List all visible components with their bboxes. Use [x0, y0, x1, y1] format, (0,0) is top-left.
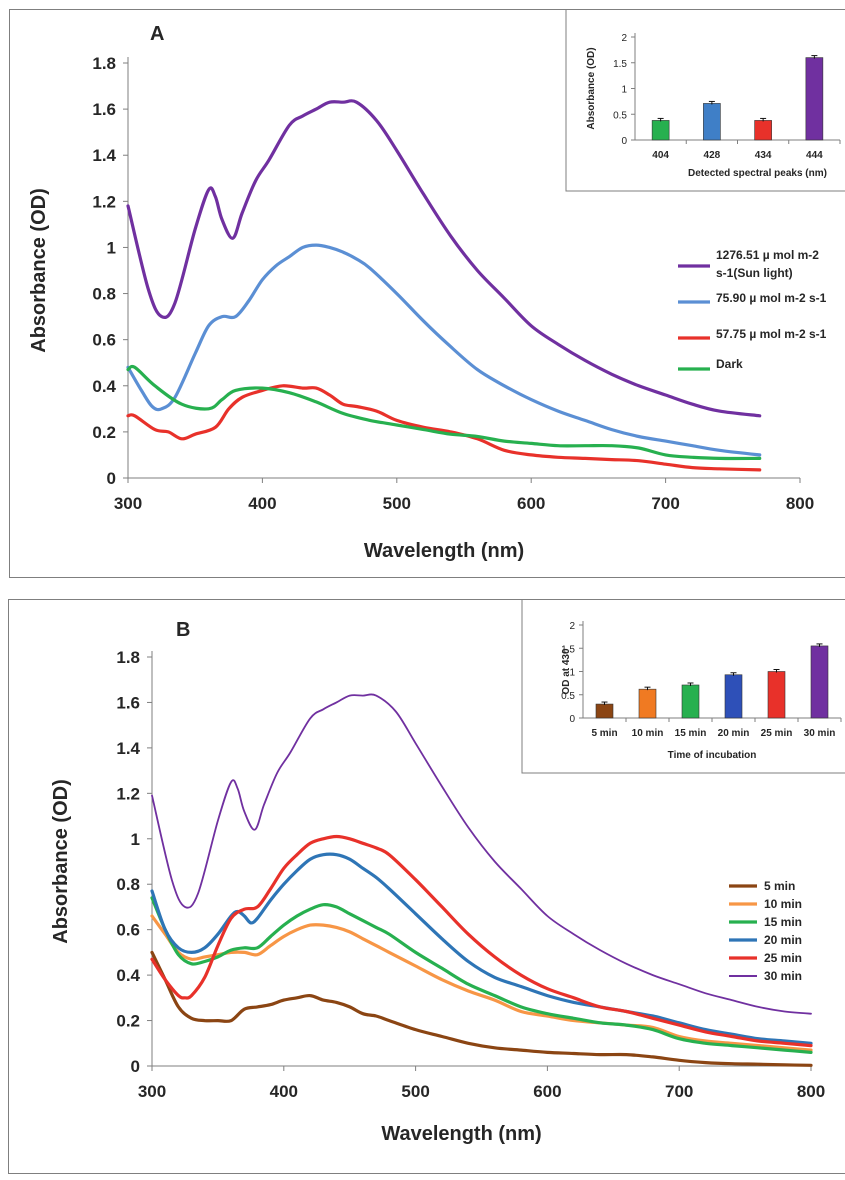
y-tick-label: 0 — [131, 1057, 140, 1076]
legend-label: 5 min — [764, 879, 795, 893]
inset-y-tick-label: 1 — [621, 85, 627, 96]
inset-y-tick-label: 2 — [569, 621, 575, 632]
inset-y-axis-title: OD at 430 — [561, 648, 572, 695]
legend-label: 20 min — [764, 933, 802, 947]
inset-x-tick-label: 15 min — [675, 728, 707, 739]
y-tick-label: 1.2 — [116, 784, 140, 803]
x-tick-label: 600 — [533, 1082, 561, 1101]
x-tick-label: 700 — [665, 1082, 693, 1101]
inset-y-axis-title: Absorbance (OD) — [586, 47, 597, 129]
inset-y-tick-label: 2 — [621, 33, 627, 44]
y-tick-label: 1 — [131, 830, 140, 849]
inset-bar-20-min — [724, 674, 743, 719]
inset-y-tick-label: 0.5 — [613, 110, 627, 121]
legend-label: 30 min — [764, 969, 802, 983]
inset-bar-10-min — [638, 688, 657, 719]
x-tick-label: 600 — [517, 494, 545, 513]
inset-bar-428 — [703, 103, 721, 141]
inset-bar-25-min — [767, 671, 786, 719]
series-line-75-90-mol-m-2-s-1 — [126, 243, 762, 457]
inset-bar-434 — [754, 120, 772, 141]
inset-x-tick-label: 428 — [704, 150, 721, 161]
inset-x-tick-label: 10 min — [632, 728, 664, 739]
panel-b-chart: B 0 0.2 0.4 0.6 0.8 1 1.2 1.4 1.6 1.8 300 400 500 600 7… — [50, 600, 845, 1145]
inset-bar-15-min — [681, 684, 700, 719]
legend-label: 15 min — [764, 915, 802, 929]
inset-x-tick-label: 25 min — [761, 728, 793, 739]
inset-frame — [565, 10, 845, 192]
inset-y-tick-label: 1.5 — [561, 644, 575, 655]
inset-bar-5-min — [595, 703, 614, 719]
series-line-15-min — [150, 896, 813, 1054]
x-tick-label: 800 — [797, 1082, 825, 1101]
y-tick-label: 1.6 — [116, 693, 140, 712]
y-tick-label: 0.8 — [116, 875, 140, 894]
y-tick-label: 0 — [107, 469, 116, 488]
inset-x-axis-title: Detected spectral peaks (nm) — [688, 168, 827, 179]
x-tick-label: 700 — [651, 494, 679, 513]
y-tick-label: 1.2 — [92, 192, 116, 211]
y-axis-title: Absorbance (OD) — [50, 779, 72, 943]
x-axis-title: Wavelength (nm) — [364, 540, 524, 562]
inset-x-tick-label: 434 — [755, 150, 772, 161]
panel-a: A 0 0.2 0.4 0.6 0.8 1 1.2 1.4 1.6 1.8 300 400 500 600 7… — [9, 9, 845, 578]
x-tick-label: 400 — [270, 1082, 298, 1101]
y-tick-label: 0.8 — [92, 285, 116, 304]
y-tick-label: 1.8 — [116, 648, 140, 667]
y-tick-label: 0.4 — [92, 377, 116, 396]
inset-x-tick-label: 404 — [652, 150, 669, 161]
series-line-25-min — [150, 834, 813, 1048]
legend-label: 25 min — [764, 951, 802, 965]
inset-y-tick-label: 0 — [569, 714, 575, 725]
y-tick-label: 0.2 — [92, 423, 116, 442]
legend-label: 1276.51 µ mol m-2 — [716, 248, 819, 262]
legend-label: Dark — [716, 357, 743, 371]
series-line-30-min — [151, 693, 812, 1015]
series-line-57-75-mol-m-2-s-1 — [126, 384, 762, 472]
x-tick-label: 800 — [786, 494, 814, 513]
inset-bar-30-min — [810, 645, 829, 719]
x-tick-label: 400 — [248, 494, 276, 513]
x-axis-title: Wavelength (nm) — [381, 1123, 541, 1145]
legend-label: 10 min — [764, 897, 802, 911]
inset-y-tick-label: 1.5 — [613, 59, 627, 70]
inset-y-tick-label: 0.5 — [561, 691, 575, 702]
panel-label: A — [150, 23, 164, 45]
x-tick-label: 300 — [114, 494, 142, 513]
inset-x-tick-label: 30 min — [804, 728, 836, 739]
inset-x-axis-title: Time of incubation — [668, 750, 757, 761]
series-line-1276-51-mol-m-2-s-1-sun-light- — [126, 99, 762, 418]
y-tick-label: 1.4 — [92, 146, 116, 165]
legend-label: 75.90 µ mol m-2 s-1 — [716, 291, 827, 305]
panel-label: B — [176, 619, 190, 641]
y-tick-label: 0.2 — [116, 1012, 140, 1031]
panel-b: B 0 0.2 0.4 0.6 0.8 1 1.2 1.4 1.6 1.8 300 400 500 600 7… — [8, 599, 845, 1174]
y-tick-label: 0.4 — [116, 966, 140, 985]
inset-bar-444 — [805, 57, 824, 141]
legend-label: 57.75 µ mol m-2 s-1 — [716, 327, 827, 341]
x-tick-label: 500 — [401, 1082, 429, 1101]
y-tick-label: 0.6 — [116, 921, 140, 940]
y-tick-label: 1.4 — [116, 739, 140, 758]
series-line-dark — [126, 364, 762, 461]
x-tick-label: 300 — [138, 1082, 166, 1101]
y-tick-label: 1 — [107, 238, 116, 257]
inset-y-tick-label: 1 — [569, 668, 575, 679]
x-tick-label: 500 — [383, 494, 411, 513]
inset-bar-404 — [651, 120, 670, 141]
inset-x-tick-label: 5 min — [591, 728, 617, 739]
inset-y-tick-label: 0 — [621, 136, 627, 147]
panel-a-chart: A 0 0.2 0.4 0.6 0.8 1 1.2 1.4 1.6 1.8 300 400 500 600 7… — [28, 10, 845, 562]
y-axis-title: Absorbance (OD) — [28, 188, 50, 352]
inset-x-tick-label: 20 min — [718, 728, 750, 739]
inset-x-tick-label: 444 — [806, 150, 823, 161]
series-line-5-min — [150, 950, 813, 1067]
y-tick-label: 1.8 — [92, 54, 116, 73]
y-tick-label: 1.6 — [92, 100, 116, 119]
y-tick-label: 0.6 — [92, 331, 116, 350]
legend-label: s-1(Sun light) — [716, 266, 793, 280]
